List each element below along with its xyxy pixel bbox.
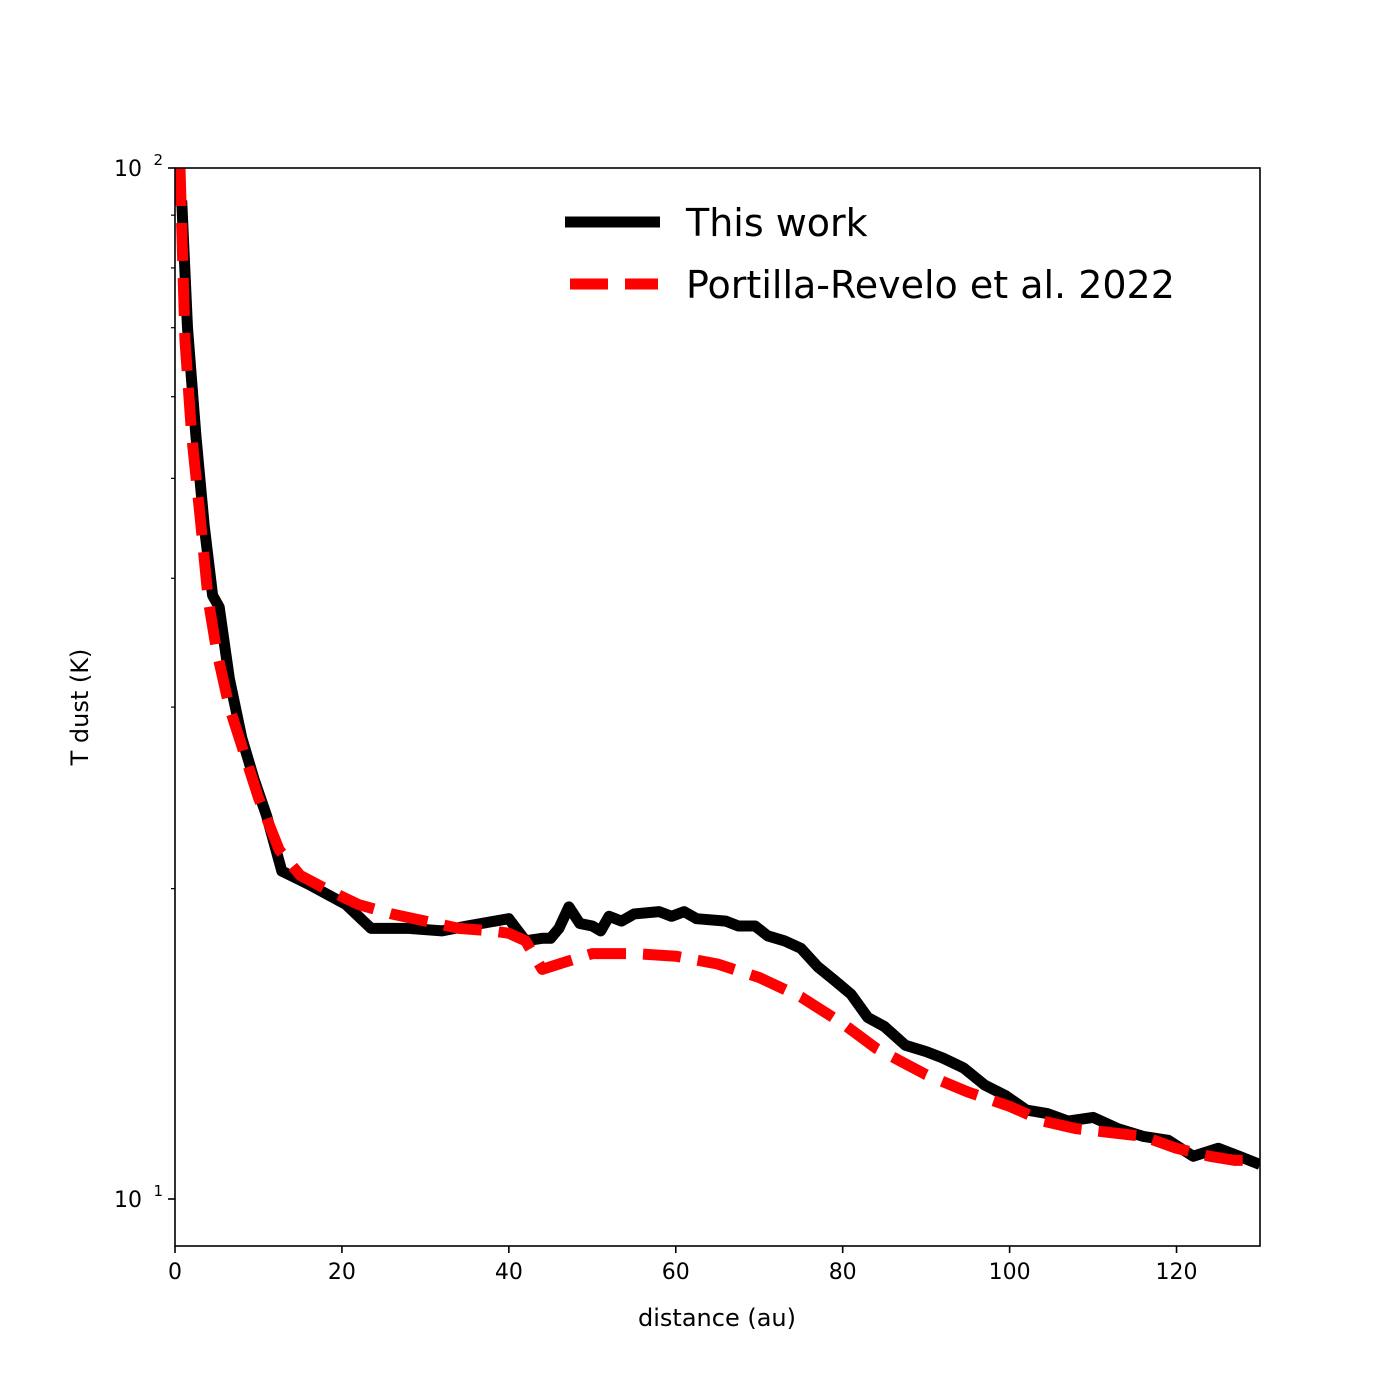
series-line-portilla-revelo: [175, 168, 1260, 1166]
y-tick-exponent: 1: [153, 1182, 163, 1200]
y-tick-exponent: 2: [153, 151, 163, 169]
y-tick-label: 10: [114, 157, 142, 182]
x-tick-label: 100: [989, 1260, 1031, 1285]
y-axis-ticks: 10 1 10 2: [114, 151, 175, 1213]
x-axis-label: distance (au): [638, 1304, 796, 1332]
x-tick-label: 120: [1156, 1260, 1198, 1285]
y-axis-label: T dust (K): [66, 649, 94, 767]
legend-label-this-work: This work: [685, 201, 868, 245]
series-layer: [175, 168, 1260, 1170]
x-axis-ticks: 0 20 40 60 80 100 120: [168, 1246, 1198, 1285]
legend: This work Portilla-Revelo et al. 2022: [565, 201, 1175, 307]
x-tick-label: 40: [495, 1260, 523, 1285]
x-tick-label: 20: [328, 1260, 356, 1285]
x-tick-label: 80: [829, 1260, 857, 1285]
y-tick-label: 10: [114, 1188, 142, 1213]
x-tick-label: 60: [662, 1260, 690, 1285]
legend-label-portilla-revelo: Portilla-Revelo et al. 2022: [686, 263, 1175, 307]
x-tick-label: 0: [168, 1260, 182, 1285]
